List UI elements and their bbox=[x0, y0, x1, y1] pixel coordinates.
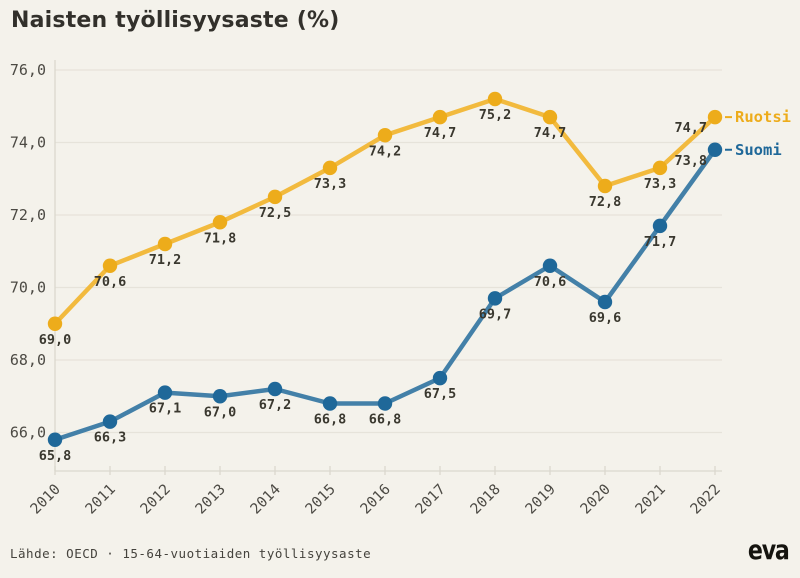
data-point bbox=[597, 294, 613, 310]
data-point bbox=[652, 160, 668, 176]
point-label: 72,8 bbox=[589, 194, 622, 210]
x-tick-label: 2021 bbox=[633, 482, 669, 518]
point-label: 67,0 bbox=[204, 404, 237, 420]
x-tick-label: 2019 bbox=[523, 482, 559, 518]
point-label: 66,3 bbox=[94, 430, 127, 446]
data-point bbox=[432, 109, 448, 125]
data-point bbox=[102, 414, 118, 429]
y-tick-label: 70,0 bbox=[10, 279, 46, 297]
x-tick-label: 2013 bbox=[193, 482, 229, 518]
point-label: 67,5 bbox=[424, 386, 457, 402]
data-point bbox=[47, 316, 63, 331]
point-label: 66,8 bbox=[369, 412, 402, 428]
y-tick-label: 74,0 bbox=[10, 134, 46, 152]
point-label: 71,8 bbox=[204, 230, 237, 246]
point-label: 73,3 bbox=[314, 176, 347, 192]
data-point bbox=[102, 258, 118, 273]
x-tick-label: 2012 bbox=[138, 482, 174, 518]
x-tick-label: 2010 bbox=[28, 482, 64, 518]
point-label: 71,7 bbox=[644, 234, 677, 250]
point-label: 73,3 bbox=[644, 176, 677, 192]
point-label: 65,8 bbox=[39, 448, 72, 464]
x-tick-label: 2018 bbox=[468, 482, 504, 518]
x-tick-label: 2015 bbox=[303, 482, 339, 518]
x-tick-label: 2011 bbox=[83, 482, 119, 518]
y-tick-label: 76,0 bbox=[10, 61, 46, 79]
point-label: 70,6 bbox=[534, 274, 567, 290]
point-label: 74,7 bbox=[424, 125, 457, 141]
point-label: 72,5 bbox=[259, 205, 292, 221]
data-point bbox=[487, 91, 503, 107]
legend-label-ruotsi: Ruotsi bbox=[735, 108, 791, 126]
point-label: 66,8 bbox=[314, 412, 347, 428]
data-point bbox=[322, 396, 338, 411]
x-tick-label: 2014 bbox=[248, 481, 284, 517]
point-label: 70,6 bbox=[94, 274, 127, 290]
point-label: 74,7 bbox=[674, 120, 707, 136]
point-label: 67,2 bbox=[259, 397, 292, 413]
data-point bbox=[377, 128, 393, 143]
x-tick-label: 2020 bbox=[578, 482, 614, 518]
point-label: 71,2 bbox=[149, 252, 182, 268]
data-point bbox=[707, 142, 723, 157]
data-point bbox=[487, 291, 503, 306]
y-tick-label: 66,0 bbox=[10, 424, 46, 442]
point-label: 67,1 bbox=[149, 401, 182, 417]
eva-logo: eva bbox=[748, 535, 790, 566]
y-tick-label: 68,0 bbox=[10, 351, 46, 369]
data-point bbox=[542, 109, 558, 125]
point-label: 69,7 bbox=[479, 306, 512, 322]
legend-label-suomi: Suomi bbox=[735, 141, 782, 159]
data-point bbox=[212, 215, 228, 230]
point-label: 74,7 bbox=[534, 125, 567, 141]
x-tick-label: 2016 bbox=[358, 482, 394, 518]
data-point bbox=[157, 385, 173, 400]
data-point bbox=[377, 396, 393, 411]
data-point bbox=[267, 381, 283, 397]
x-tick-label: 2017 bbox=[413, 482, 449, 518]
x-tick-label: 2022 bbox=[688, 482, 724, 518]
point-label: 75,2 bbox=[479, 107, 512, 123]
data-point bbox=[212, 389, 228, 404]
point-label: 73,8 bbox=[674, 153, 707, 169]
point-label: 74,2 bbox=[369, 143, 402, 159]
source-note: Lähde: OECD · 15-64-vuotiaiden työllisyy… bbox=[10, 546, 372, 561]
data-point bbox=[542, 258, 558, 273]
point-label: 69,0 bbox=[39, 332, 72, 348]
point-label: 69,6 bbox=[589, 310, 622, 326]
y-tick-label: 72,0 bbox=[10, 206, 46, 224]
data-point bbox=[597, 178, 613, 194]
data-point bbox=[432, 370, 448, 386]
data-point bbox=[157, 236, 173, 252]
data-point bbox=[322, 160, 338, 176]
chart-title: Naisten työllisyysaste (%) bbox=[11, 8, 340, 33]
data-point bbox=[707, 109, 723, 125]
data-point bbox=[652, 218, 668, 234]
data-point bbox=[267, 189, 283, 205]
data-point bbox=[47, 432, 63, 447]
